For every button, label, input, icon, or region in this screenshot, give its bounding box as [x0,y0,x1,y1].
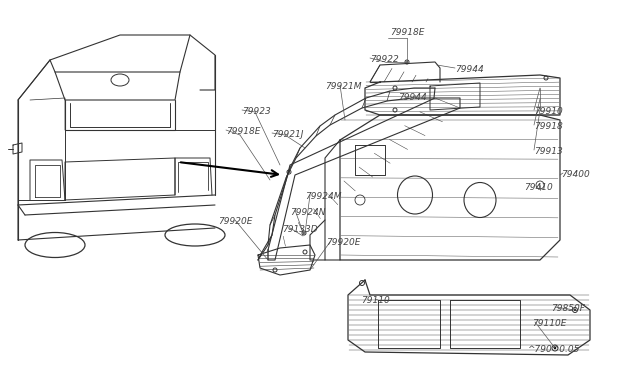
Text: 79918: 79918 [534,122,563,131]
Text: ^790^0.05: ^790^0.05 [527,345,579,354]
Text: 79922: 79922 [370,55,399,64]
Text: 79918E: 79918E [226,127,260,136]
Circle shape [288,171,290,173]
Text: 79924N: 79924N [290,208,326,217]
Text: 79110: 79110 [361,296,390,305]
Text: 79133D: 79133D [282,225,317,234]
Circle shape [574,309,576,311]
Text: 79110E: 79110E [532,319,566,328]
Text: 79400: 79400 [561,170,589,179]
Circle shape [303,232,305,234]
Text: 79920E: 79920E [326,238,360,247]
Text: 79913: 79913 [534,147,563,156]
Text: 79944: 79944 [398,93,427,102]
Text: 79918E: 79918E [390,28,424,37]
Text: 79944: 79944 [455,65,484,74]
Text: 79410: 79410 [524,183,553,192]
Text: 79921M: 79921M [325,82,362,91]
Circle shape [554,347,556,349]
Text: 79923: 79923 [242,107,271,116]
Text: 79850F: 79850F [551,304,585,313]
Text: 79920E: 79920E [218,217,253,226]
Circle shape [406,61,408,63]
Text: 79921J: 79921J [272,130,303,139]
Text: 79924M: 79924M [305,192,342,201]
Text: 79910: 79910 [534,107,563,116]
